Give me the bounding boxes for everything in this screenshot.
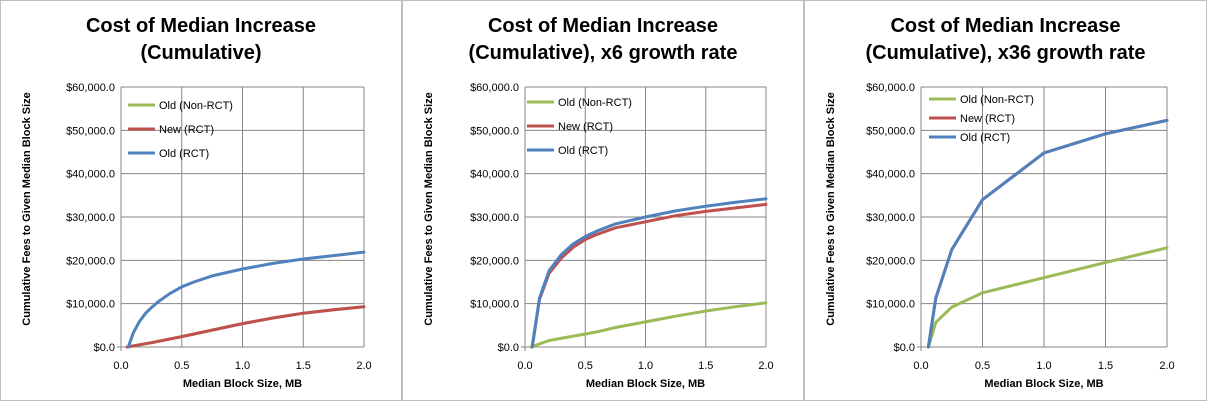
chart-panel-2: Cost of Median Increase (Cumulative), x6… xyxy=(402,0,804,401)
x-tick-label: 1.5 xyxy=(296,360,311,372)
series-line-2 xyxy=(530,202,768,349)
x-tick-label: 1.0 xyxy=(235,360,250,372)
line-chart-1: $0.0 $10,000.0 $20,000.0 $30,000.0 $40,000.0… xyxy=(21,82,372,390)
x-tick-label: 2.0 xyxy=(758,360,773,372)
x-tick-label: 2.0 xyxy=(1159,360,1174,372)
y-tick-label: $60,000.0 xyxy=(66,82,115,94)
y-tick-label: $50,000.0 xyxy=(66,125,115,137)
x-tick-label: 0.0 xyxy=(517,360,532,372)
series-line-3 xyxy=(126,250,366,349)
x-tick-label: 2.0 xyxy=(356,360,371,372)
y-tick-label: $20,000.0 xyxy=(866,255,915,267)
chart-title-3-line-1: Cost of Median Increase xyxy=(890,15,1121,37)
x-axis-title: Median Block Size, MB xyxy=(586,378,705,390)
legend-label: New (RCT) xyxy=(558,121,613,133)
legend-label: Old (RCT) xyxy=(159,148,209,160)
legend-label: New (RCT) xyxy=(159,124,214,136)
y-tick-label: $60,000.0 xyxy=(470,82,519,94)
series-line-3 xyxy=(926,118,1169,349)
y-axis-title: Cumulative Fees to Given Median Block Si… xyxy=(21,92,33,326)
y-tick-label: $0.0 xyxy=(498,342,519,354)
x-tick-label: 1.5 xyxy=(698,360,713,372)
chart-title-2-line-1: Cost of Median Increase xyxy=(487,15,719,37)
chart-panel-1: Cost of Median Increase (Cumulative) $0.… xyxy=(0,0,402,401)
y-tick-label: $10,000.0 xyxy=(470,299,519,311)
y-tick-label: $0.0 xyxy=(894,342,915,354)
legend-label: Old (Non-RCT) xyxy=(159,100,233,112)
y-tick-label: $10,000.0 xyxy=(866,299,915,311)
line-chart-3: $0.0 $10,000.0 $20,000.0 $30,000.0 $40,000.0… xyxy=(825,82,1175,390)
y-tick-label: $0.0 xyxy=(94,342,115,354)
x-tick-label: 0.5 xyxy=(174,360,189,372)
line-chart-2: $0.0 $10,000.0 $20,000.0 $30,000.0 $40,000.0… xyxy=(423,82,774,390)
x-tick-label: 0.0 xyxy=(113,360,128,372)
y-axis-title: Cumulative Fees to Given Median Block Si… xyxy=(825,92,837,326)
x-tick-label: 1.0 xyxy=(638,360,653,372)
series-line-1 xyxy=(529,301,768,349)
x-tick-label: 0.5 xyxy=(578,360,593,372)
legend-label: Old (Non-RCT) xyxy=(558,97,632,109)
chart-title-2-line-2: (Cumulative), x6 growth rate xyxy=(468,42,738,64)
y-tick-label: $30,000.0 xyxy=(66,212,115,224)
series-line-3 xyxy=(530,197,768,349)
y-tick-label: $40,000.0 xyxy=(66,169,115,181)
series-line-1 xyxy=(926,246,1169,349)
x-axis-title: Median Block Size, MB xyxy=(183,378,302,390)
x-tick-label: 1.5 xyxy=(1098,360,1113,372)
series-line-2 xyxy=(926,118,1169,349)
chart-title-3-line-2: (Cumulative), x36 growth rate xyxy=(865,42,1146,64)
legend-label: Old (RCT) xyxy=(960,132,1010,144)
series-line-2 xyxy=(125,305,366,349)
chart-title-2: Cost of Median Increase (Cumulative), x6… xyxy=(403,13,803,67)
y-tick-label: $30,000.0 xyxy=(866,212,915,224)
y-tick-label: $50,000.0 xyxy=(470,125,519,137)
chart-title-1-line-1: Cost of Median Increase xyxy=(85,15,317,37)
y-tick-label: $20,000.0 xyxy=(66,255,115,267)
y-tick-label: $20,000.0 xyxy=(470,255,519,267)
y-tick-label: $10,000.0 xyxy=(66,299,115,311)
y-tick-label: $40,000.0 xyxy=(866,169,915,181)
y-tick-label: $30,000.0 xyxy=(470,212,519,224)
y-tick-label: $60,000.0 xyxy=(866,82,915,94)
legend-label: Old (RCT) xyxy=(558,145,608,157)
chart-title-1-line-2: (Cumulative) xyxy=(140,42,262,64)
x-axis-title: Median Block Size, MB xyxy=(984,378,1103,390)
x-tick-label: 1.0 xyxy=(1036,360,1051,372)
legend-label: Old (Non-RCT) xyxy=(960,94,1034,106)
chart-title-1: Cost of Median Increase (Cumulative) xyxy=(1,13,401,67)
y-tick-label: $50,000.0 xyxy=(866,125,915,137)
legend-label: New (RCT) xyxy=(960,113,1015,125)
x-tick-label: 0.0 xyxy=(913,360,928,372)
y-tick-label: $40,000.0 xyxy=(470,169,519,181)
y-axis-title: Cumulative Fees to Given Median Block Si… xyxy=(423,92,435,326)
chart-title-3: Cost of Median Increase (Cumulative), x3… xyxy=(805,13,1206,67)
chart-panel-3: Cost of Median Increase (Cumulative), x3… xyxy=(804,0,1207,401)
x-tick-label: 0.5 xyxy=(975,360,990,372)
